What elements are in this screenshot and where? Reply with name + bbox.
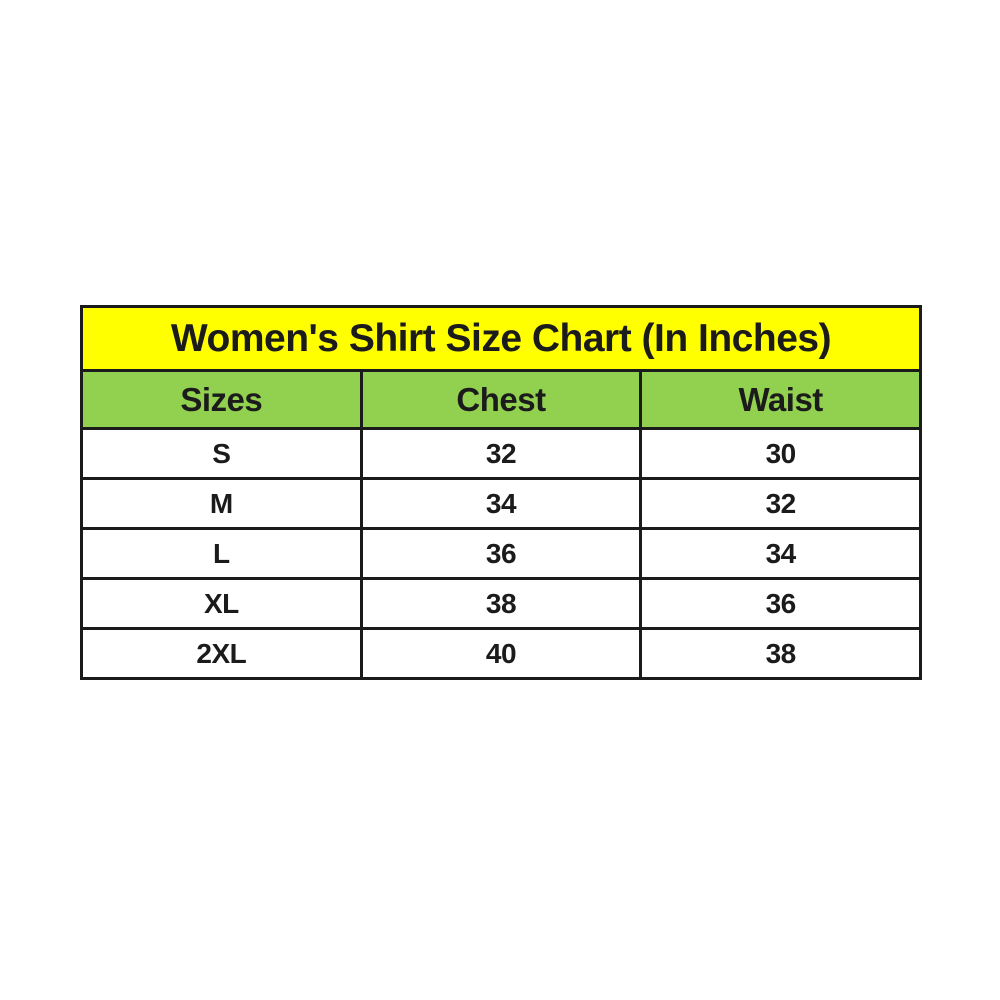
cell-size: XL [80, 577, 363, 630]
cell-waist: 32 [639, 477, 922, 530]
cell-chest: 34 [359, 477, 643, 530]
table-row: XL 38 36 [80, 577, 922, 630]
cell-size: M [80, 477, 363, 530]
cell-chest: 32 [359, 427, 643, 480]
column-header-waist: Waist [639, 369, 922, 430]
cell-size: S [80, 427, 363, 480]
cell-size: 2XL [80, 627, 363, 680]
cell-chest: 40 [359, 627, 643, 680]
header-row: Sizes Chest Waist [80, 369, 922, 430]
table-row: M 34 32 [80, 477, 922, 530]
column-header-chest: Chest [359, 369, 643, 430]
cell-size: L [80, 527, 363, 580]
title-row: Women's Shirt Size Chart (In Inches) [80, 305, 922, 372]
cell-waist: 30 [639, 427, 922, 480]
cell-waist: 38 [639, 627, 922, 680]
table-row: S 32 30 [80, 427, 922, 480]
size-chart-table: Women's Shirt Size Chart (In Inches) Siz… [80, 305, 922, 680]
table-row: L 36 34 [80, 527, 922, 580]
table-title: Women's Shirt Size Chart (In Inches) [80, 305, 922, 372]
table-row: 2XL 40 38 [80, 627, 922, 680]
cell-chest: 38 [359, 577, 643, 630]
cell-waist: 34 [639, 527, 922, 580]
column-header-sizes: Sizes [80, 369, 363, 430]
cell-waist: 36 [639, 577, 922, 630]
cell-chest: 36 [359, 527, 643, 580]
size-chart-container: Women's Shirt Size Chart (In Inches) Siz… [80, 305, 922, 680]
